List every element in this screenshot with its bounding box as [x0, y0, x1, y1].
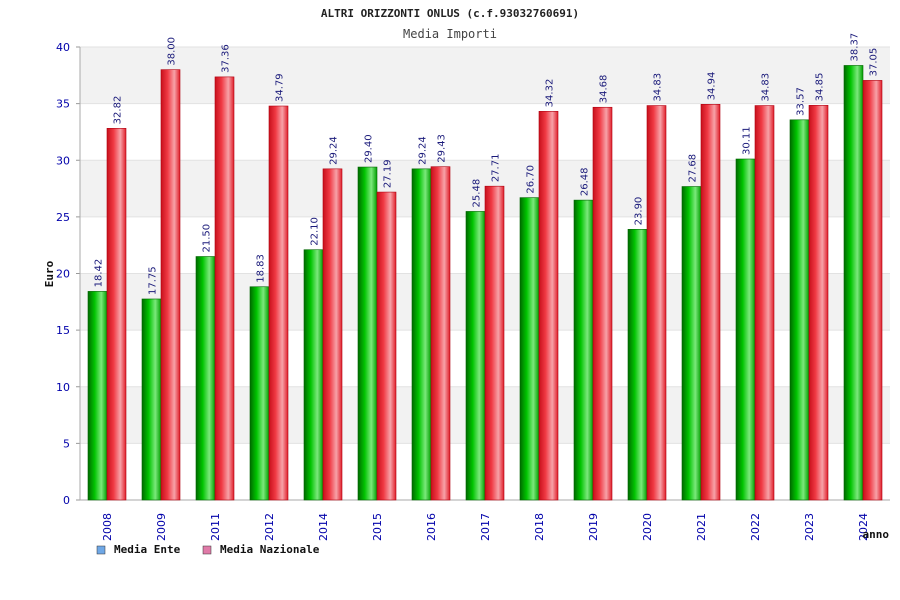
y-tick-label: 0 — [63, 494, 70, 507]
bar-media-ente — [735, 158, 756, 501]
bar-media-ente — [681, 186, 702, 501]
data-label: 38.00 — [167, 37, 178, 66]
legend-label-media-ente: Media Ente — [114, 543, 181, 556]
x-axis-label: anno — [863, 528, 890, 541]
bar-media-nazionale — [646, 105, 667, 501]
legend-swatch-media-ente — [96, 545, 106, 555]
x-tick-label: 2016 — [425, 513, 438, 541]
x-tick-label: 2015 — [371, 513, 384, 541]
bar-media-ente — [357, 166, 378, 501]
data-label: 37.36 — [221, 44, 232, 73]
data-label: 29.24 — [418, 136, 429, 165]
bar-media-nazionale — [538, 111, 559, 501]
x-tick-label: 2019 — [587, 513, 600, 541]
y-tick-label: 35 — [56, 98, 70, 111]
x-tick-label: 2022 — [749, 513, 762, 541]
data-label: 34.83 — [761, 73, 772, 102]
x-tick-label: 2011 — [209, 513, 222, 541]
bar-media-ente — [411, 168, 432, 501]
bar-media-ente — [519, 197, 540, 501]
chart-title: ALTRI ORIZZONTI ONLUS (c.f.93032760691) — [321, 7, 579, 20]
data-label: 32.82 — [113, 96, 124, 125]
legend-swatch-media-nazionale — [202, 545, 212, 555]
y-tick-label: 10 — [56, 381, 70, 394]
y-tick-label: 5 — [63, 437, 70, 450]
bars-group: 18.42 32.82 17.75 38.00 21.50 37.36 18.83 34.79… — [87, 33, 883, 501]
bar-media-ente — [573, 199, 594, 501]
data-label: 34.32 — [545, 79, 556, 108]
x-tick-label: 2009 — [155, 513, 168, 541]
chart-subtitle: Media Importi — [403, 27, 497, 41]
bar-media-ente — [843, 65, 864, 501]
bar-media-ente — [195, 256, 216, 501]
bar-media-nazionale — [106, 128, 127, 501]
bar-media-nazionale — [214, 76, 235, 501]
y-tick-label: 25 — [56, 211, 70, 224]
data-label: 26.70 — [526, 165, 537, 194]
bar-media-ente — [141, 298, 162, 501]
x-axis: 2008 2009 2011 2012 2014 2015 2016 2017 2018 2019… — [101, 513, 870, 541]
y-axis-label: Euro — [43, 260, 56, 287]
y-tick-label: 30 — [56, 154, 70, 167]
data-label: 37.05 — [869, 48, 880, 77]
x-tick-label: 2018 — [533, 513, 546, 541]
x-tick-label: 2008 — [101, 513, 114, 541]
data-label: 18.83 — [256, 254, 267, 283]
x-tick-label: 2020 — [641, 513, 654, 541]
x-tick-label: 2024 — [857, 513, 870, 541]
data-label: 34.94 — [707, 72, 718, 101]
bar-media-nazionale — [322, 168, 343, 501]
bar-media-ente — [249, 286, 270, 501]
data-label: 17.75 — [148, 266, 159, 295]
x-tick-label: 2012 — [263, 513, 276, 541]
data-label: 27.19 — [383, 159, 394, 188]
data-label: 18.42 — [94, 259, 105, 288]
x-tick-label: 2017 — [479, 513, 492, 541]
bar-media-ente — [465, 211, 486, 501]
bar-media-ente — [87, 291, 108, 501]
bar-media-nazionale — [808, 105, 829, 501]
bar-media-nazionale — [862, 80, 883, 501]
y-tick-label: 40 — [56, 41, 70, 54]
data-label: 34.83 — [653, 73, 664, 102]
bar-media-nazionale — [430, 166, 451, 501]
legend: Media Ente Media Nazionale — [96, 543, 320, 556]
data-label: 29.43 — [437, 134, 448, 163]
bar-media-nazionale — [484, 185, 505, 501]
data-label: 34.68 — [599, 75, 610, 104]
data-label: 34.79 — [275, 73, 286, 102]
data-label: 30.11 — [742, 126, 753, 155]
data-label: 23.90 — [634, 197, 645, 226]
legend-label-media-nazionale: Media Nazionale — [220, 543, 320, 556]
data-label: 26.48 — [580, 167, 591, 196]
bar-media-nazionale — [700, 104, 721, 501]
data-label: 38.37 — [850, 33, 861, 62]
bar-media-nazionale — [592, 106, 613, 501]
x-tick-label: 2014 — [317, 513, 330, 541]
data-label: 34.85 — [815, 73, 826, 102]
data-label: 29.40 — [364, 134, 375, 163]
bar-media-nazionale — [754, 105, 775, 501]
bar-media-ente — [789, 119, 810, 501]
data-label: 22.10 — [310, 217, 321, 246]
data-label: 27.71 — [491, 154, 502, 183]
bar-media-nazionale — [160, 69, 181, 501]
bar-media-ente — [627, 229, 648, 501]
bar-media-ente — [303, 249, 324, 501]
data-label: 27.68 — [688, 154, 699, 183]
bar-media-nazionale — [268, 105, 289, 501]
data-label: 29.24 — [329, 136, 340, 165]
y-tick-label: 20 — [56, 268, 70, 281]
data-label: 33.57 — [796, 87, 807, 116]
x-tick-label: 2021 — [695, 513, 708, 541]
x-tick-label: 2023 — [803, 513, 816, 541]
data-label: 25.48 — [472, 179, 483, 208]
data-label: 21.50 — [202, 224, 213, 253]
y-tick-label: 15 — [56, 324, 70, 337]
bar-media-nazionale — [376, 191, 397, 501]
